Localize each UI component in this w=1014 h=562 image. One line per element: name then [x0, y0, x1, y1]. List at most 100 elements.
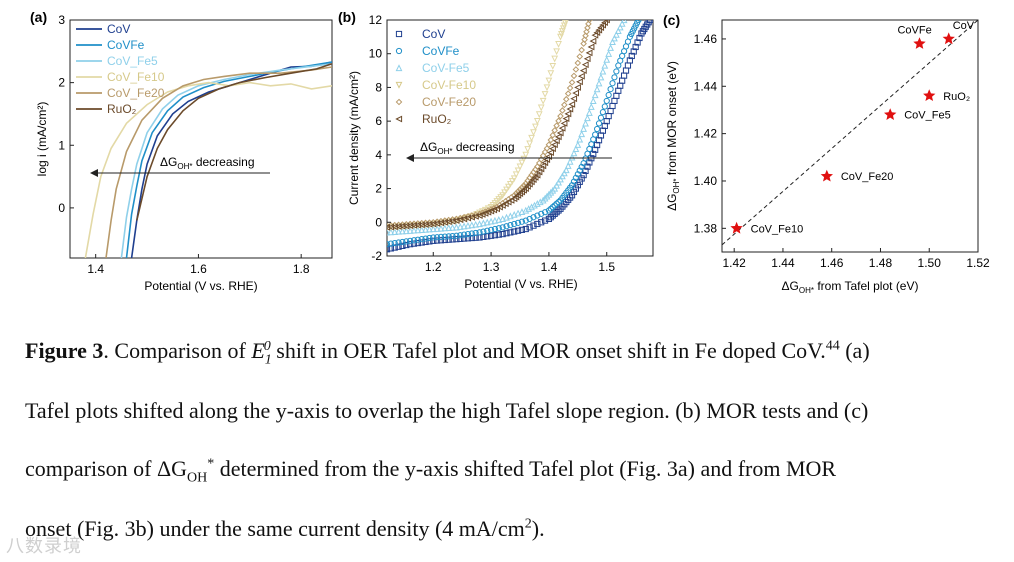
panel-b-data-marker	[457, 235, 464, 242]
panel-b-data-marker	[555, 198, 562, 206]
panel-b-legend-marker	[395, 98, 403, 106]
panel-b-data-marker	[591, 31, 599, 39]
panel-b-data-marker	[557, 112, 564, 120]
panel-b-data-marker	[391, 228, 399, 235]
panel-b-data-marker	[584, 114, 591, 122]
panel-b-data-marker	[527, 178, 535, 186]
panel-b-data-marker	[530, 129, 537, 137]
panel-b-data-marker	[594, 125, 601, 133]
panel-b-legend: CoV CoVFe CoV-Fe5 CoV-Fe10 CoV-Fe20 RuO₂	[395, 27, 476, 126]
panel-b-data-marker	[564, 162, 572, 169]
panel-b-data-marker	[585, 20, 592, 28]
panel-b-data-marker	[611, 74, 618, 81]
panel-b-data-marker	[539, 162, 547, 170]
panel-b-data-marker	[387, 241, 391, 248]
panel-b-data-marker	[562, 115, 570, 123]
panel-b-data-marker	[574, 59, 582, 67]
panel-b-ytick-label: 0	[375, 215, 382, 229]
panel-b-data-marker	[495, 225, 502, 232]
panel-b-data-marker	[508, 178, 516, 185]
panel-b-data-marker	[572, 145, 580, 153]
panel-b-data-marker	[391, 244, 398, 251]
panel-b-data-marker	[495, 216, 503, 223]
panel-b-data-marker	[514, 167, 522, 175]
panel-a-ytick-label: 2	[58, 76, 65, 90]
panel-b-data-marker	[543, 192, 551, 200]
panel-b-data-marker	[597, 114, 605, 121]
panel-b-data-marker	[539, 196, 547, 204]
panel-b-data-marker	[468, 230, 475, 237]
panel-c-fit-line	[721, 19, 979, 246]
caption-line-3: comparison of ΔGOH* determined from the …	[25, 456, 837, 486]
panel-b-data-marker	[410, 237, 418, 244]
panel-b-data-marker	[529, 176, 537, 183]
panel-b-data-marker	[568, 100, 576, 108]
panel-b-data-marker	[518, 159, 526, 167]
panel-a-ytick-label: 3	[58, 13, 65, 27]
panel-b-data-marker	[514, 227, 522, 234]
panel-b-data-marker	[547, 205, 554, 212]
panel-b-data-marker	[445, 233, 452, 240]
panel-b-data-marker	[484, 227, 491, 234]
panel-c-point-label: CoV_Fe20	[841, 171, 894, 183]
panel-b-data-marker	[603, 55, 611, 63]
panel-b-data-marker	[507, 221, 514, 229]
panel-a-xtick-label: 1.4	[87, 262, 104, 276]
panel-b-data-marker	[611, 34, 618, 42]
panel-c-star-marker	[942, 32, 955, 45]
panel-a-legend-label: CoV_Fe10	[107, 70, 165, 84]
panel-b-data-marker	[437, 233, 445, 240]
panel-b-data-marker	[576, 78, 583, 86]
panel-b-ytick-label: 12	[369, 13, 383, 27]
caption-math-e: E10	[251, 338, 272, 368]
panel-b-data-marker	[587, 43, 595, 51]
panel-b-data-marker	[503, 223, 510, 230]
panel-b-legend-marker	[395, 47, 403, 55]
panel-b-data-marker	[595, 26, 603, 34]
panel-b-data-marker	[555, 41, 562, 48]
panel-c-point-label: CoV_Fe10	[751, 223, 804, 235]
panel-b-data-marker	[585, 108, 593, 116]
panel-b-data-marker	[576, 178, 583, 185]
panel-b-data-marker	[582, 119, 589, 127]
panel-b-data-marker	[612, 30, 620, 38]
panel-b-data-marker	[605, 91, 612, 99]
panel-b-data-marker	[399, 242, 406, 249]
panel-b-data-marker	[538, 210, 545, 217]
panel-a-series-line	[120, 63, 332, 258]
caption-reference: 44	[825, 338, 840, 354]
panel-b-data-marker	[560, 119, 568, 127]
panel-b-data-marker	[441, 224, 449, 232]
panel-c-star-marker	[923, 89, 936, 101]
panel-b-data-marker	[534, 212, 541, 219]
panel-b-data-marker	[578, 130, 586, 138]
panel-b-ytick-label: 8	[375, 80, 382, 94]
panel-b-data-marker	[539, 97, 547, 105]
panel-b-ytick-label: 2	[375, 182, 382, 196]
panel-a-series-line	[105, 66, 332, 258]
panel-a-series-line	[84, 81, 332, 258]
panel-b-data-marker	[526, 224, 533, 231]
panel-b-data-marker	[547, 149, 554, 157]
panel-b-data-marker	[599, 109, 606, 116]
panel-b-data-marker	[461, 235, 468, 242]
panel-b-data-marker	[562, 166, 570, 174]
panel-b-data-marker	[561, 101, 568, 109]
panel-b-data-marker	[545, 207, 553, 214]
panel-a-legend-label: CoV_Fe20	[107, 86, 165, 100]
panel-b-data-marker	[511, 228, 518, 235]
panel-b-data-marker	[568, 192, 576, 199]
panel-b-data-marker	[387, 228, 391, 236]
panel-b-data-marker	[580, 171, 587, 179]
panel-b-data-marker	[578, 175, 585, 182]
panel-b-xtick-label: 1.3	[483, 260, 500, 274]
panel-b-data-marker	[618, 20, 626, 27]
panel-b-data-marker	[506, 180, 514, 188]
panel-b-data-marker	[566, 105, 574, 113]
panel-b-data-marker	[553, 209, 560, 216]
panel-b-data-marker	[570, 188, 578, 196]
panel-b: 1.2 1.3 1.4 1.5 -2 0 2 4 6 8 10 12 (b) Potential (…	[338, 9, 654, 291]
panel-b-data-marker	[562, 95, 570, 103]
panel-b-data-marker	[522, 185, 529, 192]
panel-b-xtick-label: 1.2	[425, 260, 442, 274]
